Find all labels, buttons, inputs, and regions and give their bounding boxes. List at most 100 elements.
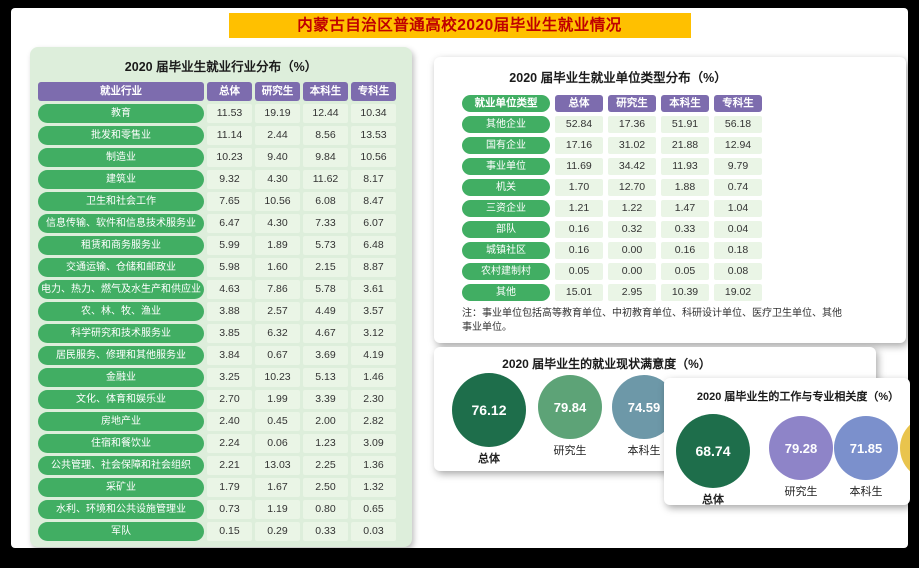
table-row: 信息传输、软件和信息技术服务业 6.47 4.30 7.33 6.07 <box>38 214 404 233</box>
table-row: 三资企业 1.21 1.22 1.47 1.04 <box>462 200 762 217</box>
metric-label: 本科生 <box>849 486 883 498</box>
value-cell: 2.82 <box>351 412 396 431</box>
value-cell: 10.34 <box>351 104 396 123</box>
value-cell: 4.30 <box>255 170 300 189</box>
table-row: 住宿和餐饮业 2.24 0.06 1.23 3.09 <box>38 434 404 453</box>
value-cell: 3.57 <box>351 302 396 321</box>
value-cell: 5.78 <box>303 280 348 299</box>
value-cell: 11.69 <box>555 158 603 175</box>
value-cell: 0.05 <box>555 263 603 280</box>
value-cell: 0.65 <box>351 500 396 519</box>
table-row: 建筑业 9.32 4.30 11.62 8.17 <box>38 170 404 189</box>
relevance-panel: 2020 届毕业生的工作与专业相关度（%） 68.74 总体 79.28 研究生 71.… <box>664 378 910 505</box>
value-cell: 34.42 <box>608 158 656 175</box>
value-cell: 3.61 <box>351 280 396 299</box>
value-cell: 0.16 <box>555 242 603 259</box>
table-row: 部队 0.16 0.32 0.33 0.04 <box>462 221 762 238</box>
row-label: 卫生和社会工作 <box>38 192 204 211</box>
value-cell: 1.70 <box>555 179 603 196</box>
table-row: 机关 1.70 12.70 1.88 0.74 <box>462 179 762 196</box>
value-cell: 2.57 <box>255 302 300 321</box>
row-label: 租赁和商务服务业 <box>38 236 204 255</box>
row-label: 制造业 <box>38 148 204 167</box>
column-header: 总体 <box>207 82 252 101</box>
table-header-row: 就业行业 总体 研究生 本科生 专科生 <box>38 82 404 101</box>
row-label: 机关 <box>462 179 550 196</box>
value-cell: 6.32 <box>255 324 300 343</box>
value-cell: 31.02 <box>608 137 656 154</box>
column-header: 研究生 <box>608 95 656 112</box>
table-row: 租赁和商务服务业 5.99 1.89 5.73 6.48 <box>38 236 404 255</box>
value-cell: 8.87 <box>351 258 396 277</box>
value-cell: 0.32 <box>608 221 656 238</box>
table-row: 军队 0.15 0.29 0.33 0.03 <box>38 522 404 541</box>
table-row: 城镇社区 0.16 0.00 0.16 0.18 <box>462 242 762 259</box>
value-cell: 0.29 <box>255 522 300 541</box>
satisfaction-panel-title: 2020 届毕业生的就业现状满意度（%） <box>502 357 711 371</box>
unit-table-note: 注：事业单位包括高等教育单位、中初教育单位、科研设计单位、医疗卫生单位、其他事业… <box>462 308 842 333</box>
value-cell: 0.05 <box>661 263 709 280</box>
value-cell: 2.44 <box>255 126 300 145</box>
industry-panel-title: 2020 届毕业生就业行业分布（%） <box>124 60 318 74</box>
value-cell: 0.67 <box>255 346 300 365</box>
value-cell: 7.86 <box>255 280 300 299</box>
value-cell: 1.21 <box>555 200 603 217</box>
value-cell: 15.01 <box>555 284 603 301</box>
value-cell: 8.56 <box>303 126 348 145</box>
value-cell: 19.02 <box>714 284 762 301</box>
industry-distribution-panel: 2020 届毕业生就业行业分布（%） 就业行业 总体 研究生 本科生 专科生 教育 11.5… <box>30 47 412 547</box>
table-row: 农、林、牧、渔业 3.88 2.57 4.49 3.57 <box>38 302 404 321</box>
unit-panel-title: 2020 届毕业生就业单位类型分布（%） <box>509 71 727 85</box>
row-label: 房地产业 <box>38 412 204 431</box>
value-cell: 3.12 <box>351 324 396 343</box>
column-header: 专科生 <box>714 95 762 112</box>
value-cell: 10.56 <box>255 192 300 211</box>
row-label: 信息传输、软件和信息技术服务业 <box>38 214 204 233</box>
row-label: 其他 <box>462 284 550 301</box>
value-cell: 2.40 <box>207 412 252 431</box>
row-label: 其他企业 <box>462 116 550 133</box>
table-row: 文化、体育和娱乐业 2.70 1.99 3.39 2.30 <box>38 390 404 409</box>
value-cell: 0.73 <box>207 500 252 519</box>
table-row: 交通运输、仓储和邮政业 5.98 1.60 2.15 8.87 <box>38 258 404 277</box>
metric-label: 研究生 <box>553 445 587 457</box>
value-cell: 11.53 <box>207 104 252 123</box>
value-cell: 2.21 <box>207 456 252 475</box>
table-row: 制造业 10.23 9.40 9.84 10.56 <box>38 148 404 167</box>
value-cell: 1.89 <box>255 236 300 255</box>
value-cell: 17.36 <box>608 116 656 133</box>
value-cell: 17.16 <box>555 137 603 154</box>
column-header: 研究生 <box>255 82 300 101</box>
metric-circle: 71.85 <box>834 416 898 480</box>
row-label: 三资企业 <box>462 200 550 217</box>
row-label: 批发和零售业 <box>38 126 204 145</box>
row-label: 公共管理、社会保障和社会组织 <box>38 456 204 475</box>
value-cell: 12.94 <box>714 137 762 154</box>
value-cell: 0.33 <box>661 221 709 238</box>
table-row: 事业单位 11.69 34.42 11.93 9.79 <box>462 158 762 175</box>
value-cell: 12.70 <box>608 179 656 196</box>
table-header-row: 就业单位类型 总体 研究生 本科生 专科生 <box>462 95 762 112</box>
value-cell: 2.15 <box>303 258 348 277</box>
page-title: 内蒙古自治区普通高校2020届毕业生就业情况 <box>228 13 691 38</box>
value-cell: 1.23 <box>303 434 348 453</box>
value-cell: 1.60 <box>255 258 300 277</box>
value-cell: 7.65 <box>207 192 252 211</box>
table-row: 居民服务、修理和其他服务业 3.84 0.67 3.69 4.19 <box>38 346 404 365</box>
industry-distribution-table: 就业行业 总体 研究生 本科生 专科生 教育 11.53 19.19 12.44 10.34 批发和… <box>38 82 404 541</box>
value-cell: 0.04 <box>714 221 762 238</box>
value-cell: 56.18 <box>714 116 762 133</box>
value-cell: 1.19 <box>255 500 300 519</box>
table-row: 其他企业 52.84 17.36 51.91 56.18 <box>462 116 762 133</box>
row-label: 住宿和餐饮业 <box>38 434 204 453</box>
row-label: 采矿业 <box>38 478 204 497</box>
value-cell: 9.32 <box>207 170 252 189</box>
value-cell: 11.62 <box>303 170 348 189</box>
value-cell: 13.03 <box>255 456 300 475</box>
table-row: 卫生和社会工作 7.65 10.56 6.08 8.47 <box>38 192 404 211</box>
value-cell: 9.79 <box>714 158 762 175</box>
value-cell: 3.84 <box>207 346 252 365</box>
value-cell: 10.23 <box>207 148 252 167</box>
row-label: 军队 <box>38 522 204 541</box>
